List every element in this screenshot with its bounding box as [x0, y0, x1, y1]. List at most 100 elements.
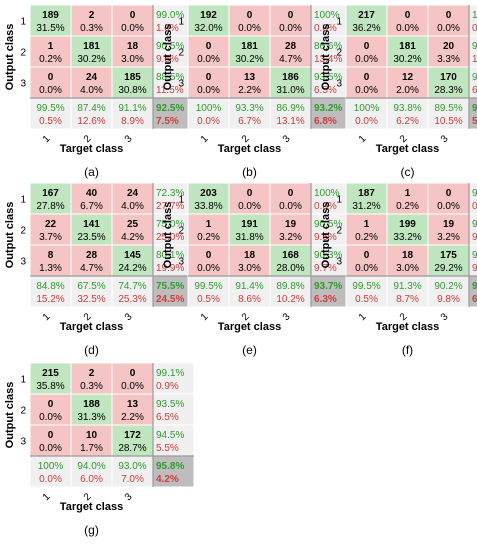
cell-count-label: 18 — [402, 250, 414, 261]
matrix-cell — [427, 244, 470, 277]
col-recall-label: 100% — [38, 461, 64, 472]
matrix-cell — [427, 35, 470, 68]
cell-percent-label: 0.2% — [396, 201, 419, 212]
cell-percent-label: 0.0% — [197, 85, 220, 96]
row-precision-label: 99.0% — [156, 10, 184, 21]
matrix-cell — [345, 244, 388, 277]
col-error-label: 6.7% — [238, 116, 261, 127]
cell-count-label: 0 — [206, 250, 212, 261]
row-error-label: 1.0% — [156, 23, 179, 34]
y-tick-label: 2 — [20, 406, 26, 417]
row-precision-label: 100% — [314, 188, 340, 199]
overall-accuracy-label: 92.5% — [156, 103, 184, 114]
cell-percent-label: 35.8% — [36, 381, 64, 392]
x-tick-label: 3 — [281, 133, 293, 145]
overall-error-label: 6.5% — [472, 294, 477, 305]
cell-percent-label: 3.2% — [279, 232, 302, 243]
y-tick-label: 3 — [20, 437, 26, 448]
col-recall-label: 90.2% — [434, 281, 462, 292]
y-tick-label: 1 — [20, 195, 26, 206]
col-summary-cell — [111, 455, 154, 488]
cell-percent-label: 0.0% — [197, 54, 220, 65]
cell-percent-label: 28.7% — [118, 443, 146, 454]
matrix-cell — [187, 4, 230, 37]
cell-count-label: 145 — [124, 250, 141, 261]
cell-count-label: 10 — [86, 430, 98, 441]
col-recall-label: 74.7% — [118, 281, 146, 292]
cell-percent-label: 0.0% — [355, 54, 378, 65]
confusion-matrix-e: 20333.8%00.0%00.0%10.2%19131.8%193.2%00.… — [162, 182, 353, 357]
cell-percent-label: 0.0% — [279, 201, 302, 212]
panel-label: (g) — [84, 523, 99, 537]
matrix-cell — [269, 35, 312, 68]
y-tick-label: 3 — [178, 79, 184, 90]
cell-count-label: 188 — [83, 399, 100, 410]
row-summary-cell — [152, 4, 195, 37]
col-recall-label: 99.5% — [352, 281, 380, 292]
cell-percent-label: 3.3% — [437, 54, 460, 65]
row-error-label: 9.5% — [314, 232, 337, 243]
cell-percent-label: 4.0% — [80, 85, 103, 96]
cell-count-label: 22 — [45, 219, 57, 230]
cell-percent-label: 6.7% — [80, 201, 103, 212]
cell-percent-label: 2.0% — [396, 85, 419, 96]
cell-percent-label: 0.0% — [238, 201, 261, 212]
overall-error-label: 6.8% — [314, 116, 337, 127]
overall-accuracy-label: 93.2% — [314, 103, 342, 114]
cell-count-label: 181 — [83, 41, 100, 52]
cell-count-label: 0 — [405, 10, 411, 21]
col-recall-label: 86.9% — [276, 103, 304, 114]
col-recall-label: 94.0% — [77, 461, 105, 472]
cell-count-label: 0 — [48, 72, 54, 83]
col-recall-label: 67.5% — [77, 281, 105, 292]
cell-percent-label: 4.2% — [121, 232, 144, 243]
row-error-label: 5.5% — [156, 443, 179, 454]
x-axis-label: Target class — [376, 143, 439, 155]
col-summary-cell — [70, 97, 113, 130]
y-tick-label: 1 — [336, 195, 342, 206]
cell-count-label: 0 — [48, 430, 54, 441]
x-tick-label: 1 — [357, 133, 369, 145]
matrix-cell — [386, 244, 429, 277]
cell-count-label: 192 — [200, 10, 217, 21]
y-axis-label: Output class — [4, 202, 16, 269]
col-error-label: 8.9% — [121, 116, 144, 127]
matrix-cell — [29, 393, 72, 426]
matrix-cell — [70, 182, 113, 215]
y-tick-label: 2 — [20, 226, 26, 237]
matrix-cell — [228, 244, 271, 277]
cell-count-label: 181 — [241, 41, 258, 52]
cell-percent-label: 3.0% — [238, 263, 261, 274]
row-precision-label: 93.4% — [472, 72, 477, 83]
col-summary-cell — [345, 97, 388, 130]
cell-percent-label: 0.0% — [396, 23, 419, 34]
cell-percent-label: 30.2% — [393, 54, 421, 65]
row-precision-label: 99.5% — [472, 188, 477, 199]
col-error-label: 25.3% — [118, 294, 146, 305]
row-error-label: 6.5% — [156, 412, 179, 423]
cell-percent-label: 3.2% — [437, 232, 460, 243]
x-tick-label: 3 — [123, 491, 135, 503]
matrix-cell — [29, 182, 72, 215]
row-precision-label: 88.5% — [156, 72, 184, 83]
row-error-label: 9.5% — [156, 54, 179, 65]
matrix-cell — [111, 66, 154, 99]
cell-count-label: 185 — [124, 72, 141, 83]
cell-count-label: 1 — [206, 219, 212, 230]
col-error-label: 9.8% — [437, 294, 460, 305]
cell-count-label: 168 — [282, 250, 299, 261]
col-error-label: 0.5% — [197, 294, 220, 305]
cell-count-label: 1 — [48, 41, 54, 52]
row-precision-label: 99.1% — [156, 368, 184, 379]
row-precision-label: 90.3% — [314, 250, 342, 261]
col-error-label: 10.5% — [434, 116, 462, 127]
col-recall-label: 91.1% — [118, 103, 146, 114]
y-axis-label: Output class — [320, 202, 332, 269]
x-axis-label: Target class — [376, 321, 439, 333]
cell-count-label: 170 — [440, 72, 457, 83]
cell-percent-label: 4.0% — [121, 201, 144, 212]
x-tick-label: 3 — [439, 133, 451, 145]
row-error-label: 27.7% — [156, 201, 184, 212]
matrix-cell — [269, 213, 312, 246]
